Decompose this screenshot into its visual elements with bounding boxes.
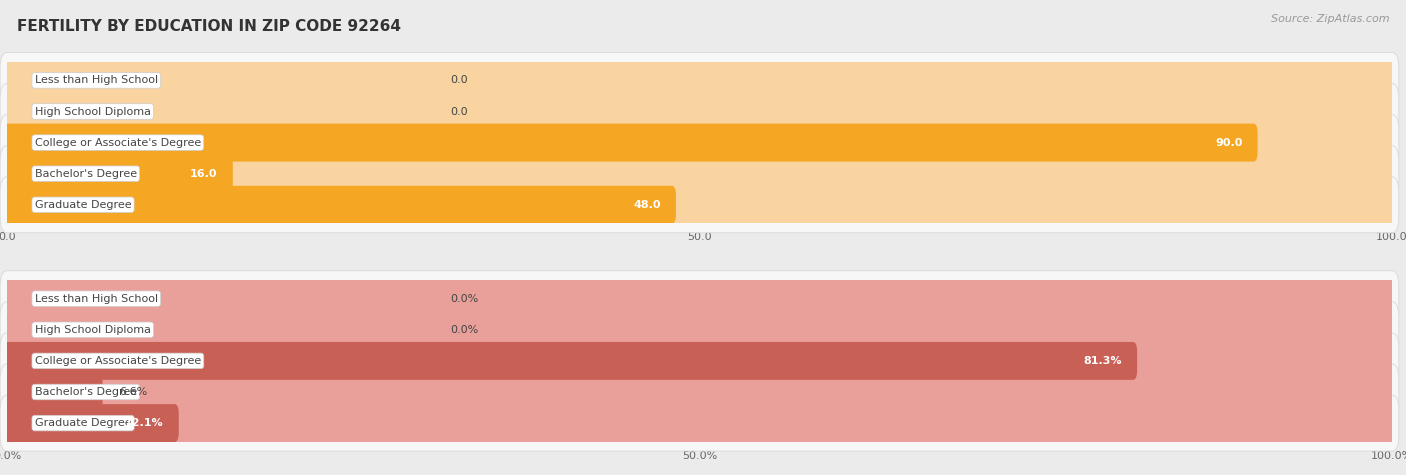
Text: Bachelor's Degree: Bachelor's Degree — [35, 387, 136, 397]
FancyBboxPatch shape — [3, 342, 1396, 380]
Text: High School Diploma: High School Diploma — [35, 325, 150, 335]
FancyBboxPatch shape — [3, 280, 1396, 318]
Text: Less than High School: Less than High School — [35, 294, 157, 304]
Text: FERTILITY BY EDUCATION IN ZIP CODE 92264: FERTILITY BY EDUCATION IN ZIP CODE 92264 — [17, 19, 401, 34]
FancyBboxPatch shape — [3, 186, 1396, 224]
Text: 0.0: 0.0 — [450, 106, 468, 116]
FancyBboxPatch shape — [0, 146, 1399, 202]
FancyBboxPatch shape — [3, 155, 233, 193]
Text: Graduate Degree: Graduate Degree — [35, 200, 131, 210]
Text: 0.0: 0.0 — [450, 76, 468, 86]
Text: Graduate Degree: Graduate Degree — [35, 418, 131, 428]
FancyBboxPatch shape — [3, 404, 179, 442]
Text: High School Diploma: High School Diploma — [35, 106, 150, 116]
Text: 6.6%: 6.6% — [120, 387, 148, 397]
Text: College or Associate's Degree: College or Associate's Degree — [35, 138, 201, 148]
Text: Less than High School: Less than High School — [35, 76, 157, 86]
FancyBboxPatch shape — [0, 177, 1399, 233]
FancyBboxPatch shape — [3, 155, 1396, 193]
FancyBboxPatch shape — [3, 404, 1396, 442]
FancyBboxPatch shape — [0, 271, 1399, 327]
Text: 12.1%: 12.1% — [125, 418, 163, 428]
FancyBboxPatch shape — [3, 124, 1257, 162]
FancyBboxPatch shape — [0, 114, 1399, 171]
Text: College or Associate's Degree: College or Associate's Degree — [35, 356, 201, 366]
Text: 16.0: 16.0 — [190, 169, 218, 179]
Text: Bachelor's Degree: Bachelor's Degree — [35, 169, 136, 179]
Text: 0.0%: 0.0% — [450, 294, 478, 304]
FancyBboxPatch shape — [0, 364, 1399, 420]
FancyBboxPatch shape — [0, 84, 1399, 140]
FancyBboxPatch shape — [3, 124, 1396, 162]
FancyBboxPatch shape — [3, 311, 1396, 349]
Text: 81.3%: 81.3% — [1084, 356, 1122, 366]
FancyBboxPatch shape — [3, 186, 676, 224]
FancyBboxPatch shape — [3, 93, 1396, 131]
Text: 48.0: 48.0 — [633, 200, 661, 210]
FancyBboxPatch shape — [0, 395, 1399, 451]
FancyBboxPatch shape — [3, 373, 103, 411]
FancyBboxPatch shape — [0, 52, 1399, 108]
Text: 0.0%: 0.0% — [450, 325, 478, 335]
Text: 90.0: 90.0 — [1215, 138, 1243, 148]
FancyBboxPatch shape — [3, 61, 1396, 99]
FancyBboxPatch shape — [0, 333, 1399, 389]
FancyBboxPatch shape — [0, 302, 1399, 358]
FancyBboxPatch shape — [3, 342, 1137, 380]
Text: Source: ZipAtlas.com: Source: ZipAtlas.com — [1271, 14, 1389, 24]
FancyBboxPatch shape — [3, 373, 1396, 411]
